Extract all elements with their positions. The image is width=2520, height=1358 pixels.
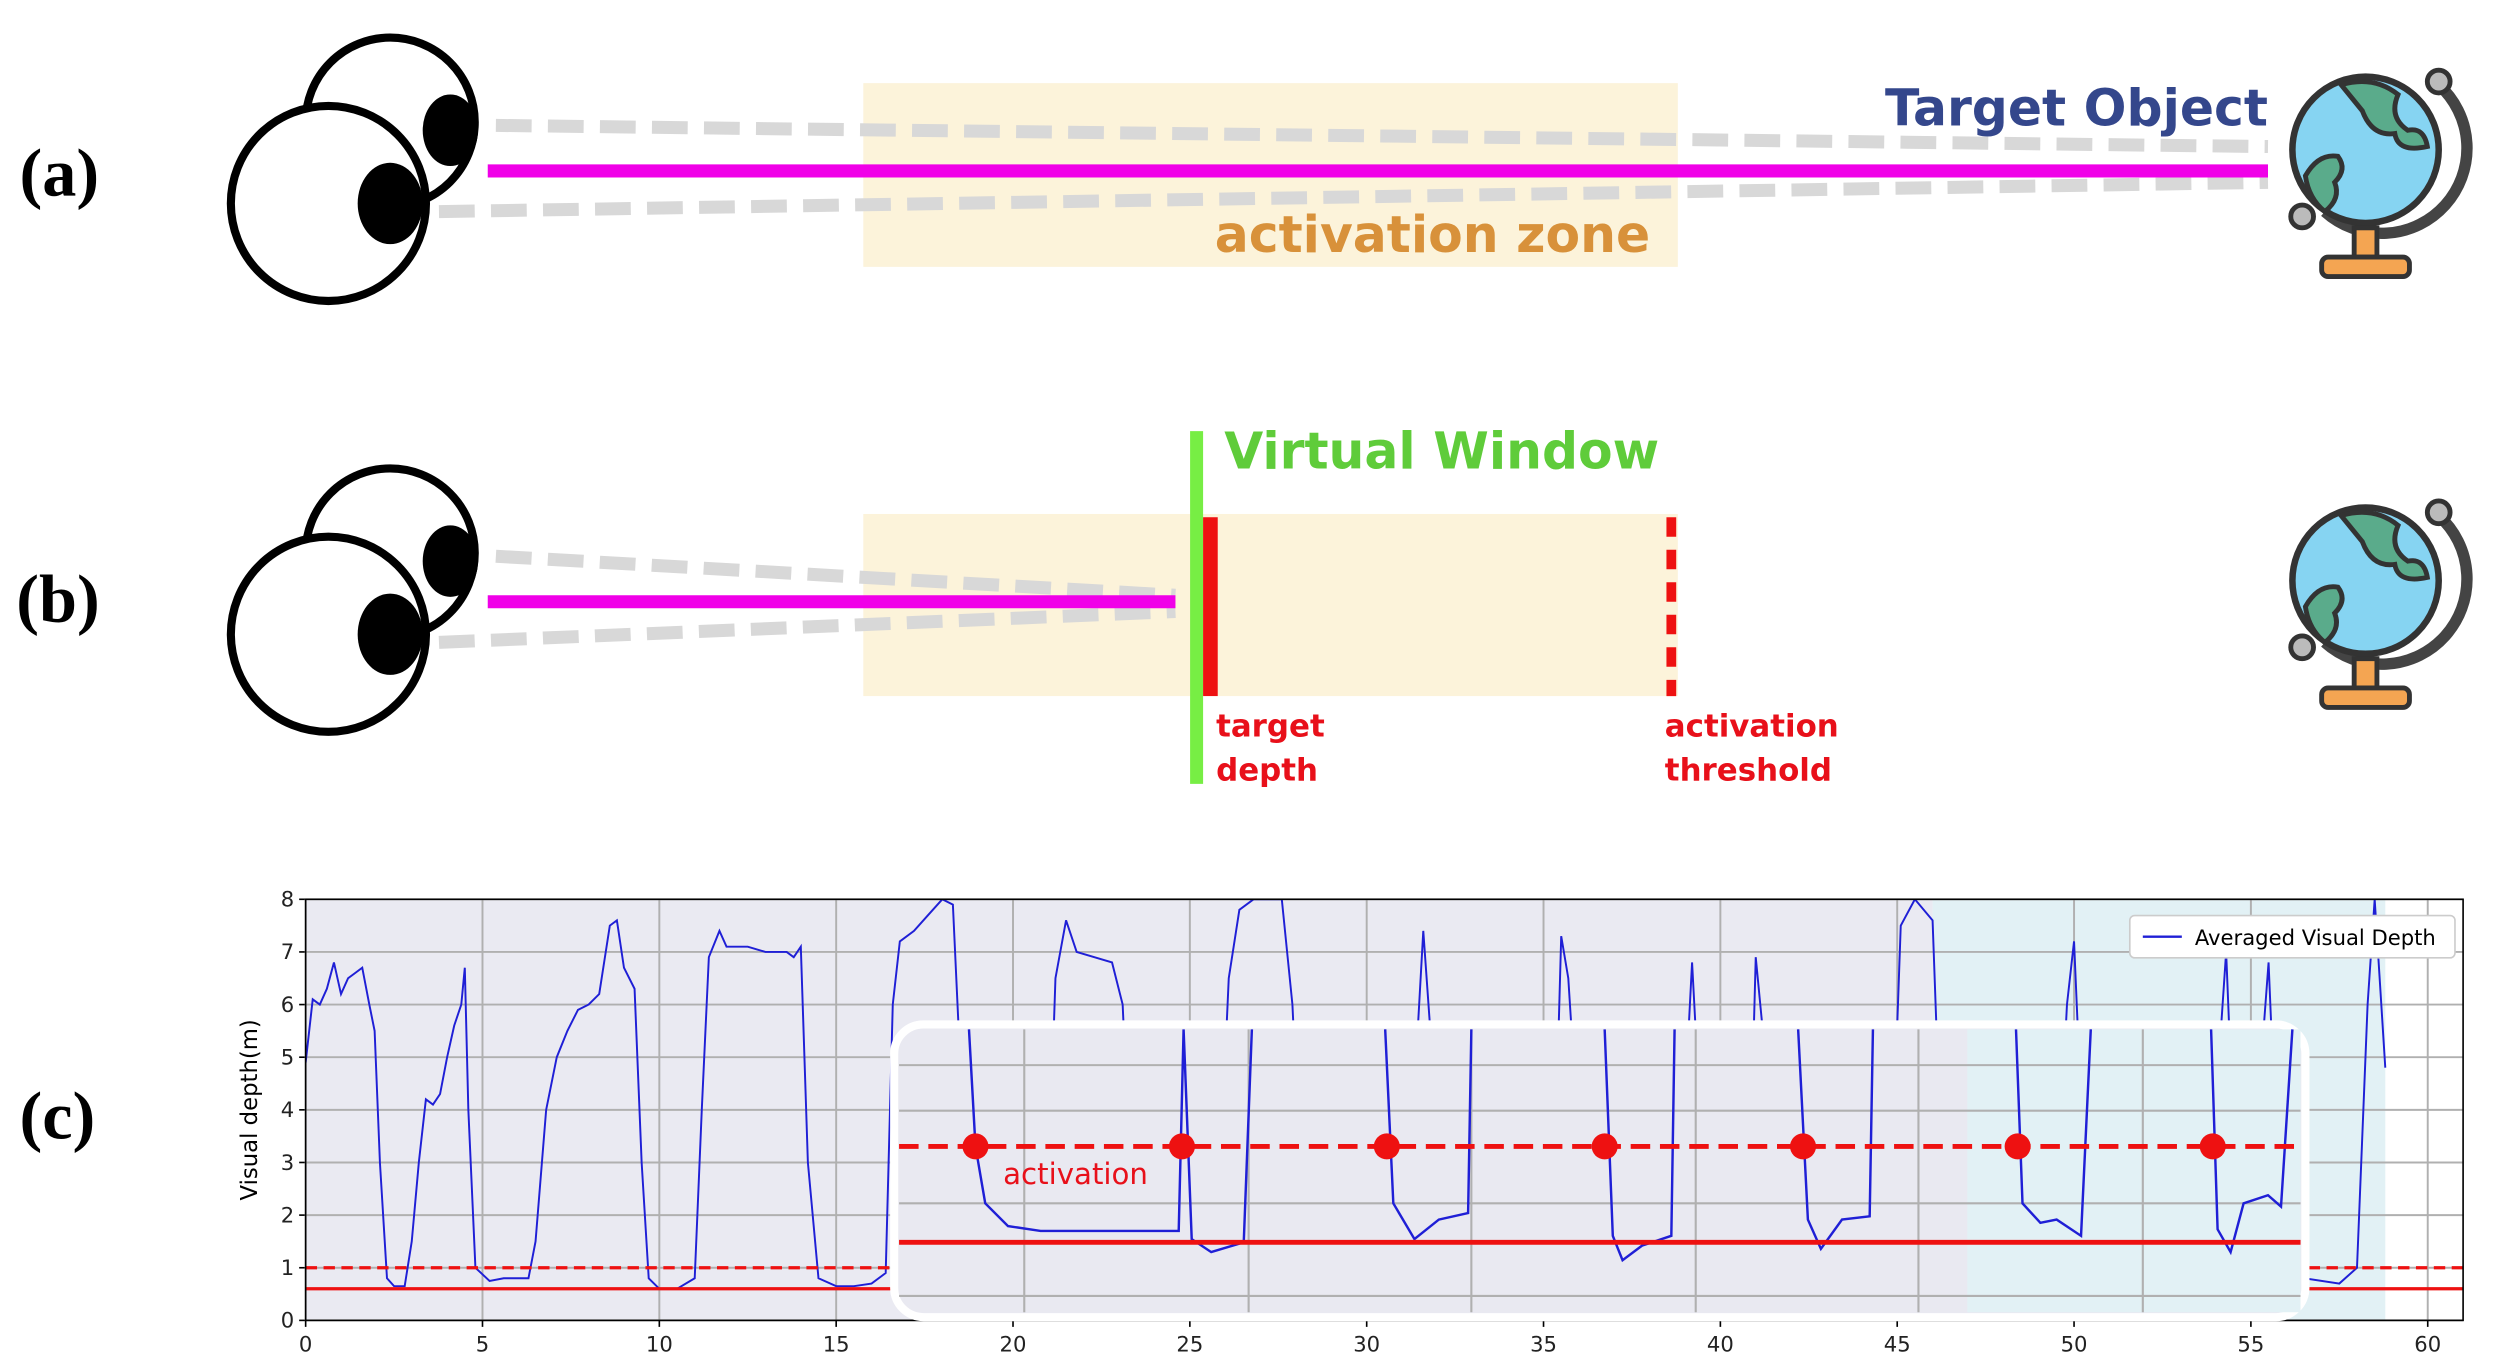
y-tick-label: 0: [281, 1308, 294, 1333]
x-tick-label: 30: [1353, 1331, 1380, 1356]
threshold-label: threshold: [1665, 753, 1832, 789]
y-tick-label: 7: [281, 939, 294, 964]
y-tick-label: 5: [281, 1045, 294, 1070]
y-tick-label: 6: [281, 992, 294, 1017]
gaze-cone: [438, 175, 2269, 219]
x-tick-label: 15: [823, 1331, 850, 1356]
y-tick-label: 8: [281, 887, 294, 912]
y-tick-label: 3: [281, 1150, 294, 1175]
globe: [2291, 70, 2467, 276]
x-tick-label: 40: [1707, 1331, 1734, 1356]
target-label: Target Object: [1885, 78, 2268, 137]
y-tick-label: 2: [281, 1202, 294, 1227]
x-tick-label: 0: [299, 1331, 312, 1356]
eyes: [231, 468, 478, 731]
inset: activation: [890, 1020, 2310, 1322]
panel-label: (a): [20, 134, 100, 210]
x-tick-label: 45: [1884, 1331, 1911, 1356]
legend-label: Averaged Visual Depth: [2195, 925, 2436, 950]
threshold-label: activation: [1665, 709, 1839, 745]
x-tick-label: 25: [1176, 1331, 1203, 1356]
x-tick-label: 10: [646, 1331, 673, 1356]
legend-box: [2128, 914, 2456, 959]
x-tick-label: 60: [2414, 1331, 2441, 1356]
gaze-cone: [495, 118, 2269, 154]
panel-label: (c): [20, 1077, 96, 1153]
gaze-cone: [495, 549, 1176, 602]
x-tick-label: 5: [476, 1331, 489, 1356]
y-tick-label: 4: [281, 1097, 294, 1122]
eyes: [231, 38, 478, 301]
x-tick-label: 20: [1000, 1331, 1027, 1356]
x-tick-label: 55: [2237, 1331, 2264, 1356]
x-tick-label: 50: [2061, 1331, 2088, 1356]
gaze-cone: [438, 605, 1176, 649]
y-tick-label: 1: [281, 1255, 294, 1280]
window-label: Virtual Window: [1224, 421, 1659, 480]
y-axis-label: Visual depth(m): [237, 1019, 263, 1200]
target-depth-label: target: [1216, 709, 1325, 745]
inset-label: activation: [1003, 1157, 1148, 1191]
target-depth-bar: [1203, 517, 1218, 697]
globe: [2291, 501, 2467, 707]
x-tick-label: 35: [1530, 1331, 1557, 1356]
zone-label: activation zone: [1215, 205, 1650, 264]
panel-label: (b): [16, 560, 99, 636]
target-depth-label: depth: [1216, 753, 1318, 789]
